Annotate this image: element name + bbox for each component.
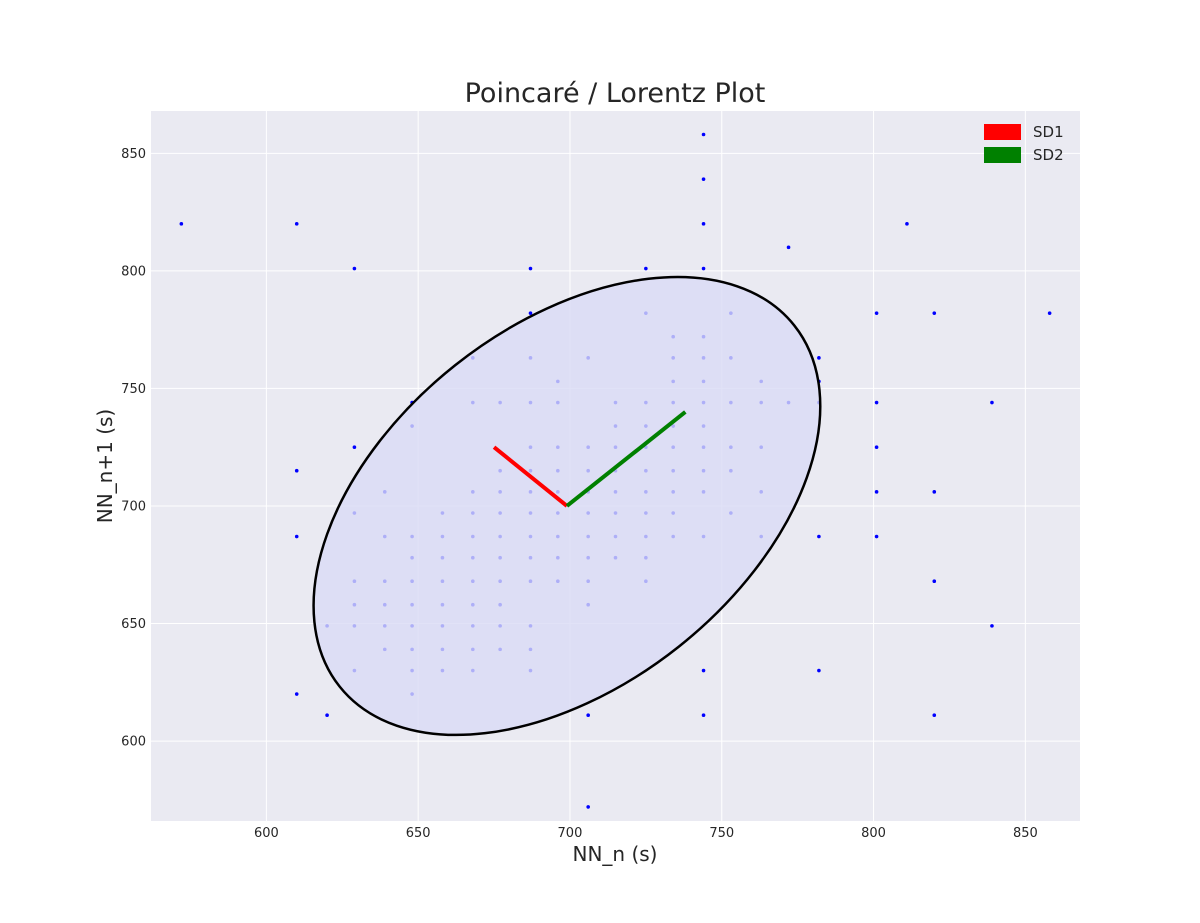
data-point <box>817 534 821 539</box>
y-tick-label: 850 <box>121 147 146 162</box>
legend-label-sd1: SD1 <box>1033 123 1064 141</box>
data-point <box>932 311 937 315</box>
data-point <box>874 311 879 315</box>
data-point <box>325 713 329 718</box>
x-tick-labels: 600 650 700 750 800 850 <box>254 826 1038 841</box>
data-point <box>701 132 706 137</box>
data-point <box>874 400 879 405</box>
y-tick-labels: 600 650 700 750 800 850 <box>121 147 146 750</box>
data-point <box>874 490 879 494</box>
data-point <box>817 356 821 360</box>
data-point <box>701 713 706 718</box>
data-point <box>1047 311 1052 315</box>
data-point <box>990 624 994 628</box>
data-point <box>932 579 937 583</box>
y-tick-label: 650 <box>121 617 146 632</box>
data-point <box>528 266 533 271</box>
data-point <box>586 713 590 718</box>
y-tick-label: 600 <box>121 735 146 750</box>
data-point <box>874 445 879 449</box>
data-point <box>586 805 590 809</box>
data-point <box>294 222 299 226</box>
x-tick-label: 800 <box>861 826 886 841</box>
y-tick-label: 700 <box>121 499 146 514</box>
y-tick-label: 800 <box>121 264 146 279</box>
data-point <box>874 534 879 539</box>
x-tick-label: 600 <box>254 826 279 841</box>
sd2-axis-line <box>565 410 687 508</box>
x-tick-label: 700 <box>558 826 583 841</box>
data-point <box>294 534 299 539</box>
data-point <box>294 692 299 696</box>
data-point <box>701 266 706 271</box>
data-point <box>701 177 706 181</box>
data-point <box>932 713 937 718</box>
data-point <box>786 245 791 250</box>
x-tick-label: 850 <box>1013 826 1038 841</box>
data-point <box>644 266 648 271</box>
x-axis-label: NN_n (s) <box>573 842 658 866</box>
data-point <box>905 222 909 226</box>
legend-swatch-sd1 <box>984 124 1021 140</box>
data-point <box>932 490 937 494</box>
x-tick-label: 750 <box>709 826 734 841</box>
data-point <box>817 668 821 673</box>
x-tick-label: 650 <box>406 826 431 841</box>
data-point <box>294 468 299 473</box>
ellipse-layer <box>312 275 822 737</box>
data-point <box>352 266 357 271</box>
sd1-axis-line <box>492 445 569 508</box>
data-point <box>352 445 357 449</box>
data-point <box>701 222 706 226</box>
y-axis-label: NN_n+1 (s) <box>93 409 117 523</box>
y-tick-label: 750 <box>121 382 146 397</box>
data-point <box>528 311 533 315</box>
data-point <box>701 668 706 673</box>
legend-swatch-sd2 <box>984 147 1021 163</box>
data-point <box>179 222 184 226</box>
legend-label-sd2: SD2 <box>1033 146 1064 164</box>
chart-title: Poincaré / Lorentz Plot <box>465 78 766 109</box>
data-point <box>990 400 994 405</box>
